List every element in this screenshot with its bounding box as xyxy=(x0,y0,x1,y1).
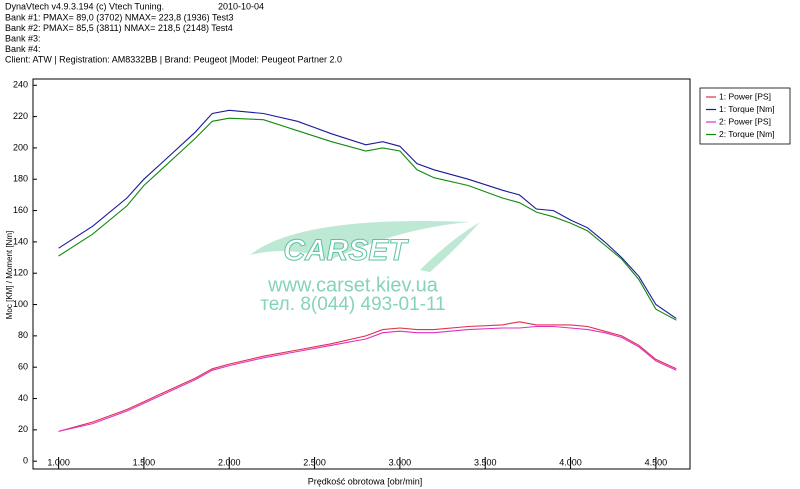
watermark-url: www.carset.kiev.ua xyxy=(267,274,439,296)
series-line xyxy=(58,109,677,320)
logo-text: CARSET xyxy=(283,234,409,267)
header-line: Bank #3: xyxy=(5,33,41,43)
header-line: Bank #1: PMAX= 89,0 (3702) NMAX= 223,8 (… xyxy=(5,12,233,22)
y-tick-label: 20 xyxy=(18,424,28,434)
logo-swoosh xyxy=(250,220,470,260)
y-tick-label: 220 xyxy=(13,111,28,121)
y-tick-label: 40 xyxy=(18,393,28,403)
header-line: Bank #2: PMAX= 85,5 (3811) NMAX= 218,5 (… xyxy=(5,23,233,33)
y-tick-label: 160 xyxy=(13,205,28,215)
legend-label: 2: Power [PS] xyxy=(719,116,771,126)
y-tick-label: 240 xyxy=(13,80,28,90)
y-tick-label: 100 xyxy=(13,299,28,309)
y-tick-label: 80 xyxy=(18,330,28,340)
legend-label: 1: Power [PS] xyxy=(719,91,771,101)
watermark: CARSET www.carset.kiev.ua тел. 8(044) 49… xyxy=(250,220,480,315)
watermark-phone: тел. 8(044) 493-01-11 xyxy=(260,294,445,315)
series-line xyxy=(58,325,677,432)
y-tick-label: 60 xyxy=(18,362,28,372)
y-axis-label: Moc [KM] / Moment [Nm] xyxy=(5,231,14,319)
header-line: Bank #4: xyxy=(5,44,41,54)
legend-label: 2: Torque [Nm] xyxy=(719,129,775,139)
date: 2010-10-04 xyxy=(218,1,264,11)
x-axis-label: Prędkość obrotowa [obr/min] xyxy=(308,476,423,486)
y-tick-label: 180 xyxy=(13,174,28,184)
series-line xyxy=(58,117,677,321)
y-tick-label: 0 xyxy=(23,456,28,466)
legend-label: 1: Torque [Nm] xyxy=(719,104,775,114)
y-tick-label: 120 xyxy=(13,268,28,278)
app-title: DynaVtech v4.9.3.194 (c) Vtech Tuning. xyxy=(5,1,164,11)
header-line: Client: ATW | Registration: AM8332BB | B… xyxy=(5,54,342,64)
y-tick-label: 140 xyxy=(13,236,28,246)
logo-swoosh xyxy=(420,222,480,272)
series-line xyxy=(58,321,677,432)
y-tick-label: 200 xyxy=(13,142,28,152)
